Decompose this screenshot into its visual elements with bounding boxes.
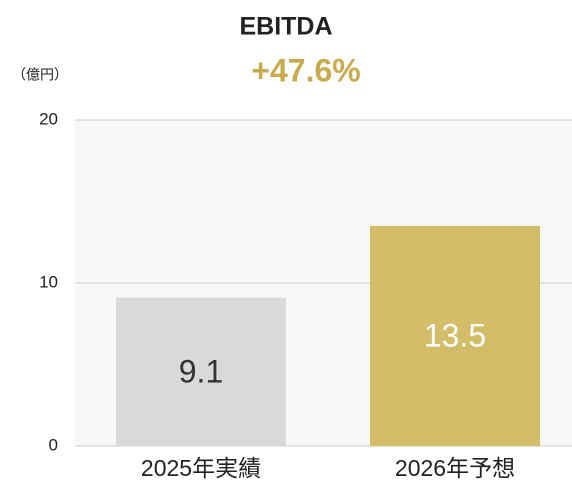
y-tick-label: 0 <box>49 435 58 454</box>
bar <box>116 297 286 446</box>
value-label: 9.1 <box>179 353 223 389</box>
chart-title: EBITDA <box>239 13 332 41</box>
y-tick-label: 20 <box>39 109 58 128</box>
x-tick-label: 2025年実績 <box>141 455 261 481</box>
x-tick-label: 2026年予想 <box>395 455 515 481</box>
y-tick-label: 10 <box>39 272 58 291</box>
value-label: 13.5 <box>424 317 486 353</box>
bar <box>370 225 540 446</box>
chart-subtitle: +47.6% <box>251 52 360 88</box>
y-unit-label: （億円） <box>12 67 68 83</box>
